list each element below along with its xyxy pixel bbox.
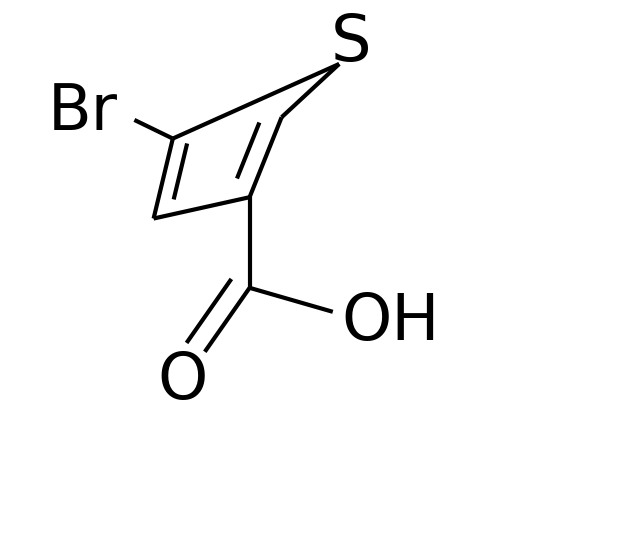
Text: O: O bbox=[157, 350, 207, 412]
Text: OH: OH bbox=[341, 292, 440, 353]
Text: Br: Br bbox=[48, 81, 118, 143]
Text: S: S bbox=[330, 12, 371, 74]
